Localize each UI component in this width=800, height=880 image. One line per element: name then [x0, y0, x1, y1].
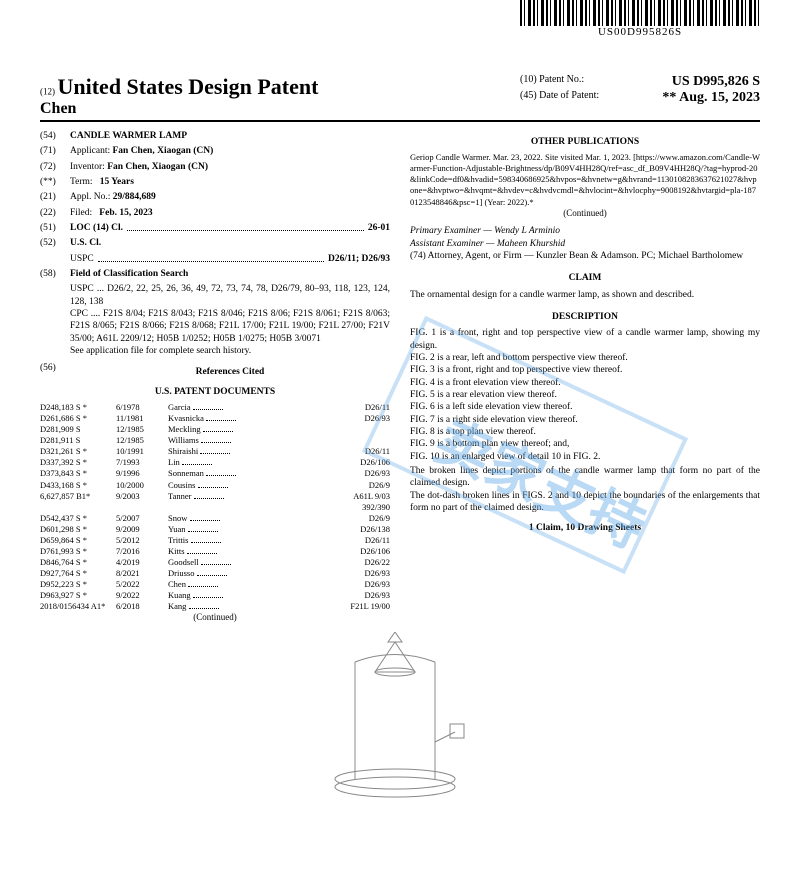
fig-line: FIG. 10 is an enlarged view of detail 10… [410, 451, 760, 463]
f58-uspc: USPC ... D26/2, 22, 25, 26, 36, 49, 72, … [40, 283, 390, 308]
table-row: D659,864 S *5/2012Trittis D26/11 [40, 535, 390, 546]
table-row: D321,261 S *10/1991Shiraishi D26/11 [40, 446, 390, 457]
f71-val: Fan Chen, Xiaogan (CN) [112, 145, 213, 157]
patent-title: United States Design Patent [58, 74, 319, 99]
f51-val: 26-01 [368, 222, 390, 234]
f22-val: Feb. 15, 2023 [99, 207, 152, 219]
fig-list: FIG. 1 is a front, right and top perspec… [410, 327, 760, 463]
claim-text: The ornamental design for a candle warme… [410, 289, 760, 301]
dotline [98, 253, 324, 262]
table-row: D337,392 S *7/1993Lin D26/106 [40, 457, 390, 468]
barcode-bars [520, 0, 760, 26]
f54-label: CANDLE WARMER LAMP [70, 130, 187, 142]
fstar-val: 15 Years [100, 176, 134, 188]
patent-no: US D995,826 S [640, 74, 760, 90]
table-row: D248,183 S *6/1978Garcia D26/11 [40, 402, 390, 413]
fig-line: FIG. 2 is a rear, left and bottom perspe… [410, 352, 760, 364]
table-row: D281,909 S12/1985Meckling [40, 424, 390, 435]
f51-num: (51) [40, 222, 70, 234]
f22-num: (22) [40, 207, 70, 219]
barcode-text: US00D995826S [520, 26, 760, 38]
patent-header: (12) United States Design Patent Chen (1… [40, 74, 760, 122]
table-row: D952,223 S *5/2022Chen D26/93 [40, 579, 390, 590]
other-pub-heading: OTHER PUBLICATIONS [410, 136, 760, 148]
fig-line: FIG. 9 is a bottom plan view thereof; an… [410, 438, 760, 450]
f52-val: D26/11; D26/93 [328, 253, 390, 265]
description-heading: DESCRIPTION [410, 311, 760, 323]
f52-sub: USPC [70, 253, 94, 265]
f71-label: Applicant: [70, 145, 110, 157]
table-row: D373,843 S *9/1996Sonneman D26/93 [40, 468, 390, 479]
patent-date: ** Aug. 15, 2023 [640, 90, 760, 106]
broken-lines-note: The broken lines depict portions of the … [410, 465, 760, 490]
f52-label: U.S. Cl. [70, 237, 101, 249]
table-row: D542,437 S *5/2007Snow D26/9 [40, 513, 390, 524]
table-row: D761,993 S *7/2016Kitts D26/106 [40, 546, 390, 557]
f21-num: (21) [40, 191, 70, 203]
fig-line: FIG. 1 is a front, right and top perspec… [410, 327, 760, 352]
patent-no-label: (10) Patent No.: [520, 74, 640, 90]
fig-line: FIG. 6 is a left side elevation view the… [410, 401, 760, 413]
table-row: D846,764 S *4/2019Goodsell D26/22 [40, 557, 390, 568]
table-row: 2018/0156434 A1*6/2018Kang F21L 19/00 [40, 601, 390, 612]
table-row: D261,686 S *11/1981Kvasnicka D26/93 [40, 413, 390, 424]
dotline [127, 222, 364, 231]
patent-drawing [40, 632, 760, 802]
f51-label: LOC (14) Cl. [70, 222, 123, 234]
attorney: (74) Attorney, Agent, or Firm — Kunzler … [410, 250, 760, 262]
f52-num: (52) [40, 237, 70, 249]
barcode-region: US00D995826S [0, 0, 800, 38]
f58-note: See application file for complete search… [40, 345, 390, 357]
f54-num: (54) [40, 130, 70, 142]
f56-num: (56) [40, 362, 70, 382]
claim-count: 1 Claim, 10 Drawing Sheets [410, 522, 760, 534]
patent-date-label: (45) Date of Patent: [520, 90, 640, 106]
f58-label: Field of Classification Search [70, 268, 188, 280]
table-row: D601,298 S *9/2009Yuan D26/138 [40, 524, 390, 535]
patent-author: Chen [40, 100, 318, 118]
continued-right: (Continued) [410, 208, 760, 220]
f56-label: References Cited [70, 366, 390, 378]
references-table: D248,183 S *6/1978Garcia D26/11D261,686 … [40, 402, 390, 612]
f22-label: Filed: [70, 207, 92, 219]
assistant-examiner: Assistant Examiner — Maheen Khurshid [410, 239, 565, 249]
f72-num: (72) [40, 161, 70, 173]
other-pub-text: Geriop Candle Warmer. Mar. 23, 2022. Sit… [410, 152, 760, 207]
f21-val: 29/884,689 [113, 191, 156, 203]
right-column: OTHER PUBLICATIONS Geriop Candle Warmer.… [410, 130, 760, 624]
f21-label: Appl. No.: [70, 191, 110, 203]
f72-label: Inventor: [70, 161, 105, 173]
table-row: 6,627,857 B1*9/2003Tanner A61L 9/03 392/… [40, 491, 390, 513]
fig-line: FIG. 8 is a top plan view thereof. [410, 426, 760, 438]
fig-line: FIG. 4 is a front elevation view thereof… [410, 377, 760, 389]
refs-subhead: U.S. PATENT DOCUMENTS [40, 386, 390, 398]
table-row: D281,911 S12/1985Williams [40, 435, 390, 446]
fig-line: FIG. 5 is a rear elevation view thereof. [410, 389, 760, 401]
fstar-label: Term: [70, 176, 93, 188]
fstar-num: (**) [40, 176, 70, 188]
claim-heading: CLAIM [410, 272, 760, 284]
dotdash-note: The dot-dash broken lines in FIGS. 2 and… [410, 490, 760, 515]
fig-line: FIG. 7 is a right side elevation view th… [410, 414, 760, 426]
continued-left: (Continued) [40, 612, 390, 624]
f58-cpc: CPC .... F21S 8/04; F21S 8/043; F21S 8/0… [40, 308, 390, 345]
table-row: D433,168 S *10/2000Cousins D26/9 [40, 480, 390, 491]
f71-num: (71) [40, 145, 70, 157]
tag-12: (12) [40, 87, 55, 97]
f58-num: (58) [40, 268, 70, 280]
f72-val: Fan Chen, Xiaogan (CN) [107, 161, 208, 173]
table-row: D927,764 S *8/2021Driusso D26/93 [40, 568, 390, 579]
fig-line: FIG. 3 is a front, right and top perspec… [410, 364, 760, 376]
table-row: D963,927 S *9/2022Kuang D26/93 [40, 590, 390, 601]
primary-examiner: Primary Examiner — Wendy L Arminio [410, 226, 560, 236]
left-column: (54)CANDLE WARMER LAMP (71)Applicant: Fa… [40, 130, 390, 624]
